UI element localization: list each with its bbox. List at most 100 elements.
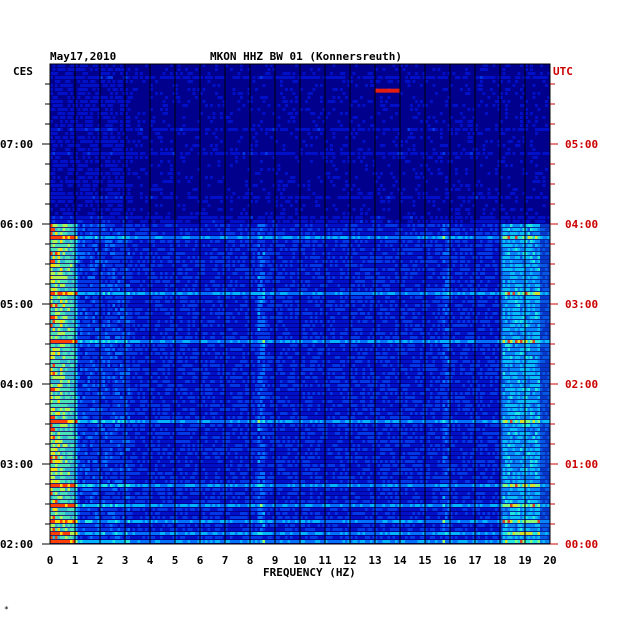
- spectrogram-cell: [122, 256, 126, 259]
- spectrogram-cell: [100, 272, 103, 275]
- spectrogram-cell: [62, 212, 66, 215]
- spectrogram-cell: [415, 216, 418, 219]
- spectrogram-cell: [127, 100, 131, 103]
- spectrogram-cell: [175, 268, 178, 271]
- spectrogram-cell: [465, 224, 468, 227]
- spectrogram-cell: [320, 240, 323, 243]
- spectrogram-cell: [387, 196, 391, 199]
- spectrogram-cell: [80, 88, 83, 91]
- spectrogram-cell: [250, 260, 253, 263]
- spectrogram-cell: [390, 256, 393, 259]
- spectrogram-cell: [517, 236, 521, 239]
- spectrogram-cell: [217, 96, 221, 99]
- spectrogram-cell: [255, 224, 258, 227]
- spectrogram-cell: [55, 184, 58, 187]
- spectrogram-cell: [345, 228, 348, 231]
- spectrogram-cell: [522, 216, 526, 219]
- spectrogram-cell: [225, 244, 228, 247]
- spectrogram-cell: [430, 228, 433, 231]
- spectrogram-cell: [437, 244, 441, 247]
- spectrogram-cell: [110, 104, 113, 107]
- spectrogram-cell: [507, 244, 511, 247]
- spectrogram-cell: [117, 168, 121, 171]
- spectrogram-cell: [372, 128, 376, 131]
- spectrogram-cell: [160, 160, 163, 163]
- spectrogram-cell: [537, 236, 541, 239]
- spectrogram-cell: [177, 68, 181, 71]
- spectrogram-cell: [350, 256, 353, 259]
- spectrogram-cell: [372, 264, 376, 267]
- spectrogram-cell: [467, 252, 471, 255]
- spectrogram-cell: [117, 212, 121, 215]
- spectrogram-cell: [335, 224, 338, 227]
- spectrogram-cell: [255, 232, 258, 235]
- spectrogram-cell: [220, 196, 223, 199]
- spectrogram-cell: [392, 128, 396, 131]
- spectrogram-cell: [127, 172, 131, 175]
- spectrogram-cell: [107, 236, 111, 239]
- spectrogram-cell: [465, 68, 468, 71]
- spectrogram-cell: [377, 268, 381, 271]
- spectrogram-cell: [370, 196, 373, 199]
- spectrogram-cell: [467, 256, 471, 259]
- spectrogram-cell: [465, 76, 468, 79]
- spectrogram-cell: [525, 108, 528, 111]
- spectrogram-cell: [227, 224, 231, 227]
- spectrogram-cell: [230, 120, 233, 123]
- spectrogram-cell: [95, 100, 98, 103]
- spectrogram-cell: [150, 108, 153, 111]
- spectrogram-cell: [55, 156, 58, 159]
- spectrogram-cell: [512, 228, 516, 231]
- spectrogram-cell: [280, 196, 283, 199]
- spectrogram-cell: [82, 100, 86, 103]
- spectrogram-cell: [70, 268, 73, 271]
- spectrogram-cell: [187, 72, 191, 75]
- spectrogram-cell: [62, 252, 66, 255]
- spectrogram-cell: [140, 196, 143, 199]
- spectrogram-cell: [180, 268, 183, 271]
- spectrogram-cell: [122, 132, 126, 135]
- spectrogram-cell: [320, 180, 323, 183]
- spectrogram-cell: [120, 248, 123, 251]
- spectrogram-cell: [275, 260, 278, 263]
- spectrogram-cell: [415, 152, 418, 155]
- spectrogram-cell: [170, 264, 173, 267]
- spectrogram-cell: [427, 116, 431, 119]
- spectrogram-cell: [90, 68, 93, 71]
- spectrogram-cell: [260, 220, 263, 223]
- spectrogram-cell: [357, 268, 361, 271]
- spectrogram-cell: [520, 268, 523, 271]
- spectrogram-cell: [547, 224, 551, 227]
- spectrogram-cell: [465, 264, 468, 267]
- spectrogram-cell: [300, 148, 303, 151]
- spectrogram-cell: [380, 216, 383, 219]
- spectrogram-cell: [52, 252, 56, 255]
- spectrogram-cell: [355, 240, 358, 243]
- spectrogram-cell: [67, 244, 71, 247]
- spectrogram-cell: [237, 232, 241, 235]
- spectrogram-cell: [292, 268, 296, 271]
- spectrogram-cell: [432, 116, 436, 119]
- spectrogram-cell: [407, 236, 411, 239]
- spectrogram-cell: [105, 160, 108, 163]
- spectrogram-cell: [102, 176, 106, 179]
- spectrogram-cell: [242, 272, 246, 275]
- spectrogram-cell: [480, 192, 483, 195]
- spectrogram-cell: [185, 248, 188, 251]
- spectrogram-cell: [285, 104, 288, 107]
- spectrogram-cell: [107, 200, 111, 203]
- spectrogram-cell: [60, 236, 63, 239]
- spectrogram-cell: [150, 252, 153, 255]
- spectrogram-cell: [492, 216, 496, 219]
- spectrogram-cell: [300, 228, 303, 231]
- spectrogram-cell: [187, 264, 191, 267]
- spectrogram-cell: [282, 236, 286, 239]
- spectrogram-cell: [122, 100, 126, 103]
- spectrogram-cell: [482, 216, 486, 219]
- spectrogram-cell: [240, 136, 243, 139]
- spectrogram-cell: [200, 224, 203, 227]
- spectrogram-cell: [517, 224, 521, 227]
- spectrogram-cell: [247, 68, 251, 71]
- spectrogram-cell: [147, 76, 151, 79]
- spectrogram-cell: [187, 192, 191, 195]
